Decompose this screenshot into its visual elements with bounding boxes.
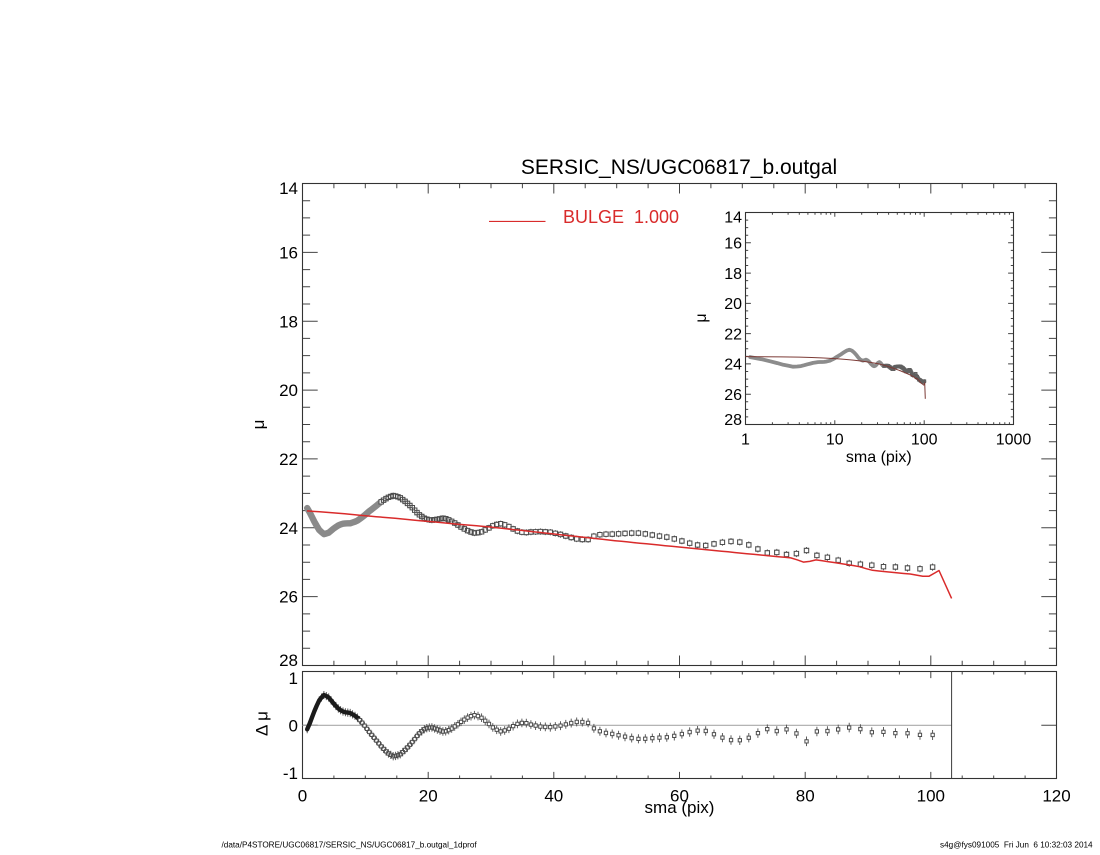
svg-text:1: 1	[289, 669, 298, 688]
svg-text:100: 100	[911, 431, 938, 448]
svg-text:Δ μ: Δ μ	[253, 711, 272, 736]
svg-text:20: 20	[724, 296, 742, 313]
svg-text:28: 28	[724, 412, 742, 429]
svg-text:26: 26	[279, 588, 298, 607]
svg-text:0: 0	[289, 716, 298, 735]
svg-text:22: 22	[279, 450, 298, 469]
svg-text:16: 16	[724, 236, 742, 253]
svg-text:24: 24	[279, 519, 298, 538]
svg-text:14: 14	[279, 179, 298, 198]
svg-text:1: 1	[741, 431, 750, 448]
svg-text:s4g@fys091005 Fri Jun 6 10:3: s4g@fys091005 Fri Jun 6 10:32:03 2014	[940, 841, 1093, 850]
svg-text:14: 14	[724, 209, 742, 226]
svg-text:μ: μ	[249, 420, 268, 430]
svg-text:120: 120	[1042, 786, 1070, 805]
svg-text:80: 80	[796, 786, 815, 805]
svg-text:1000: 1000	[996, 431, 1032, 448]
svg-text:sma (pix): sma (pix)	[846, 449, 912, 466]
svg-text:24: 24	[724, 357, 742, 374]
svg-text:28: 28	[279, 651, 298, 670]
svg-text:22: 22	[724, 326, 742, 343]
svg-text:0: 0	[298, 786, 307, 805]
svg-text:20: 20	[419, 786, 438, 805]
svg-text:18: 18	[279, 312, 298, 331]
svg-text:20: 20	[279, 381, 298, 400]
svg-text:BULGE 1.000: BULGE 1.000	[563, 207, 679, 227]
svg-text:40: 40	[544, 786, 563, 805]
svg-text:26: 26	[724, 387, 742, 404]
svg-text:16: 16	[279, 244, 298, 263]
svg-text:sma (pix): sma (pix)	[645, 798, 715, 817]
svg-text:10: 10	[826, 431, 844, 448]
svg-text:/data/P4STORE/UGC06817/SERSIC_: /data/P4STORE/UGC06817/SERSIC_NS/UGC0681…	[222, 841, 478, 850]
svg-text:100: 100	[917, 786, 945, 805]
svg-text:μ: μ	[693, 313, 710, 322]
svg-text:-1: -1	[283, 764, 298, 783]
svg-text:SERSIC_NS/UGC06817_b.outgal: SERSIC_NS/UGC06817_b.outgal	[521, 156, 837, 179]
svg-text:60: 60	[670, 786, 689, 805]
svg-text:18: 18	[724, 266, 742, 283]
